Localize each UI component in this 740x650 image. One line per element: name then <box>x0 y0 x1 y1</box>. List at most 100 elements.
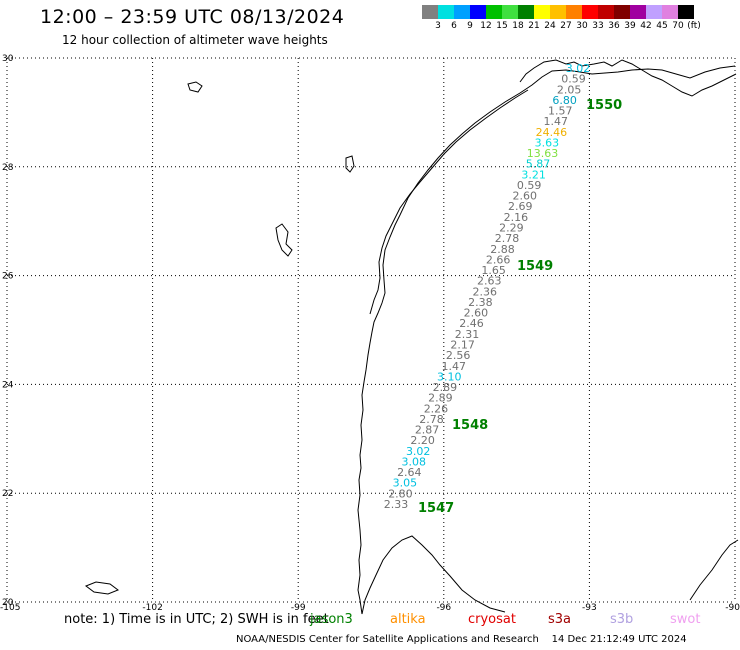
credit-line: NOAA/NESDIS Center for Satellite Applica… <box>236 634 687 645</box>
mission-name: altika <box>390 612 426 627</box>
island-outline <box>84 581 120 595</box>
legend-swatch <box>422 5 438 19</box>
legend-swatch <box>502 5 518 19</box>
wave-height-label: 3.02 <box>406 445 431 458</box>
legend-label: 9 <box>467 21 473 31</box>
wave-height-label: 2.17 <box>450 338 475 351</box>
lon-tick-label: -93 <box>582 603 597 613</box>
wave-height-label: 24.46 <box>536 126 568 139</box>
wave-height-label: 3.08 <box>402 455 427 468</box>
lat-tick-label: 22 <box>2 489 13 499</box>
wave-height-label: 3.02 <box>566 62 591 75</box>
legend-label: 45 <box>656 21 668 31</box>
lake-outline-2 <box>275 223 293 257</box>
note-line: note: 1) Time is in UTC; 2) SWH is in fe… <box>64 612 329 627</box>
legend-label: 70 <box>672 21 684 31</box>
wave-height-label: 2.69 <box>508 200 533 213</box>
barrier-island-outline <box>369 89 529 315</box>
credit-org: NOAA/NESDIS Center for Satellite Applica… <box>236 634 539 645</box>
wave-height-label: 0.59 <box>517 179 542 192</box>
legend-label: 24 <box>544 21 556 31</box>
wave-height-label: 2.29 <box>499 222 524 235</box>
legend-swatch <box>534 5 550 19</box>
legend-swatch <box>566 5 582 19</box>
lat-tick-label: 28 <box>2 163 14 173</box>
wave-height-label: 2.56 <box>446 349 471 362</box>
mission-name: cryosat <box>468 612 516 627</box>
wave-height-label: 1.47 <box>441 360 466 373</box>
marsh-edge-north <box>519 59 737 97</box>
axis-ticks: -105 -102 -99 -96 -93 -90 30 28 26 24 22 20 <box>0 54 740 613</box>
wave-height-label: 13.63 <box>527 147 559 160</box>
pass-number-label: 1547 <box>418 501 454 516</box>
wave-height-label: 2.89 <box>433 381 458 394</box>
legend-swatch <box>470 5 486 19</box>
wave-height-label: 2.89 <box>428 392 453 405</box>
note-text: note: 1) Time is in UTC; 2) SWH is in fe… <box>64 612 329 627</box>
lat-tick-label: 24 <box>2 380 14 390</box>
texas-louisiana-coastline <box>357 65 736 615</box>
lon-tick-label: -105 <box>0 603 20 613</box>
wave-height-label: 6.80 <box>552 94 577 107</box>
pass-number-label: 1550 <box>586 98 622 113</box>
wave-height-label: 2.66 <box>486 253 511 266</box>
legend-swatch <box>454 5 470 19</box>
legend-swatches <box>422 5 694 19</box>
wave-height-label: 2.78 <box>419 413 444 426</box>
legend-label: 39 <box>624 21 636 31</box>
wave-height-label: 3.10 <box>437 370 462 383</box>
legend-swatch <box>518 5 534 19</box>
legend-label: 30 <box>576 21 588 31</box>
legend-swatch <box>486 5 502 19</box>
yucatan-coast <box>689 539 739 601</box>
legend-label: 15 <box>496 21 508 31</box>
wave-height-label: 2.20 <box>410 434 435 447</box>
mission-name: swot <box>670 612 701 627</box>
legend-swatch <box>630 5 646 19</box>
gulf-coastline <box>84 59 739 615</box>
wave-height-label: 3.63 <box>535 136 560 149</box>
wave-height-label: 2.46 <box>459 317 484 330</box>
wave-height-label: 2.63 <box>477 275 502 288</box>
legend-labels: 3 6 9 12 15 18 21 24 27 30 33 36 39 42 45 70 (ft) <box>422 19 701 33</box>
pass-number-label: 1548 <box>452 418 488 433</box>
credit-timestamp: 14 Dec 21:12:49 UTC 2024 <box>551 634 687 645</box>
wave-height-label: 2.87 <box>415 424 440 437</box>
lat-tick-label: 20 <box>2 598 14 608</box>
mission-name: s3b <box>610 612 634 627</box>
legend-label: 3 <box>435 21 441 31</box>
mexico-coast-south <box>361 535 506 615</box>
legend-label: 27 <box>560 21 572 31</box>
lat-tick-label: 30 <box>2 54 14 64</box>
lon-tick-label: -90 <box>725 603 740 613</box>
legend-label: 36 <box>608 21 620 31</box>
legend-swatch <box>614 5 630 19</box>
color-legend: 3 6 9 12 15 18 21 24 27 30 33 36 39 42 45 70 (ft) <box>422 5 701 33</box>
legend-label: 42 <box>640 21 652 31</box>
wave-height-label: 2.26 <box>424 402 449 415</box>
wave-height-label: 1.57 <box>548 105 573 118</box>
legend-swatch <box>662 5 678 19</box>
wave-height-label: 3.21 <box>521 168 546 181</box>
wave-height-label: 2.36 <box>473 285 498 298</box>
wave-height-label: 2.16 <box>504 211 529 224</box>
wave-height-label: 2.31 <box>455 328 480 341</box>
legend-swatch <box>550 5 566 19</box>
legend-swatch <box>678 5 694 19</box>
wave-height-label: 2.38 <box>468 296 493 309</box>
legend-label: 6 <box>451 21 457 31</box>
wave-height-label: 2.05 <box>557 83 582 96</box>
observations-layer: 3.020.592.056.801.571.4724.463.6313.635.… <box>384 62 591 511</box>
legend-label: 33 <box>592 21 604 31</box>
pass-labels-layer: 1550 1549 1548 1547 <box>418 98 622 516</box>
legend-label: 21 <box>528 21 540 31</box>
wave-height-label: 2.60 <box>464 307 489 320</box>
wave-height-label: 2.60 <box>512 190 537 203</box>
wave-height-label: 2.88 <box>490 243 515 256</box>
wave-height-label: 2.33 <box>384 498 409 511</box>
wave-height-label: 0.59 <box>561 73 586 86</box>
page-subtitle: 12 hour collection of altimeter wave hei… <box>62 33 328 47</box>
page-title: 12:00 – 23:59 UTC 08/13/2024 <box>40 6 345 28</box>
lon-tick-label: -99 <box>291 603 306 613</box>
